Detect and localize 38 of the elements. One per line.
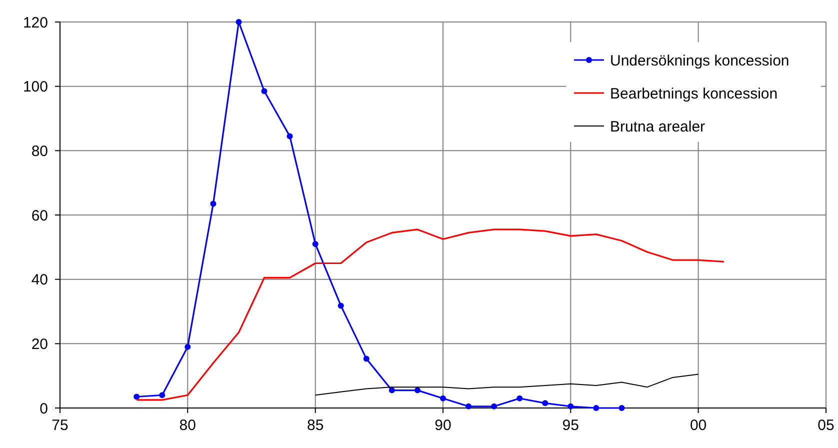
legend-label: Undersöknings koncession [610,52,790,70]
point [388,387,395,394]
y-tick-label: 120 [22,14,48,32]
legend-label: Bearbetnings koncession [610,85,778,102]
line-series [314,374,699,396]
point [466,403,472,410]
point [568,403,574,410]
y-tick-label: 40 [31,272,48,289]
legend-label: Brutna arealer [610,118,706,136]
point [286,133,293,140]
point [618,405,625,411]
point [593,405,600,411]
point [312,240,318,247]
x-tick-label: 80 [179,417,196,434]
x-tick-label: 75 [52,417,68,434]
x-tick-label: 05 [818,417,834,434]
point [184,344,191,350]
y-tick-label: 100 [22,78,48,96]
point [440,395,446,402]
point [414,387,420,394]
point [491,403,498,410]
point [363,356,370,362]
point [236,19,242,25]
x-tick-label: 95 [562,417,579,434]
point [210,200,216,207]
y-tick-label: 0 [40,400,48,418]
y-tick-label: 20 [31,336,48,353]
point [542,400,548,406]
point [159,392,166,398]
point [261,88,268,94]
y-tick-label: 60 [31,207,48,224]
point [516,395,523,402]
point [338,302,344,309]
y-tick-label: 80 [31,142,48,160]
point [134,394,140,400]
x-tick-label: 00 [690,417,707,434]
x-tick-label: 90 [434,417,452,434]
x-tick-label: 85 [307,417,324,434]
